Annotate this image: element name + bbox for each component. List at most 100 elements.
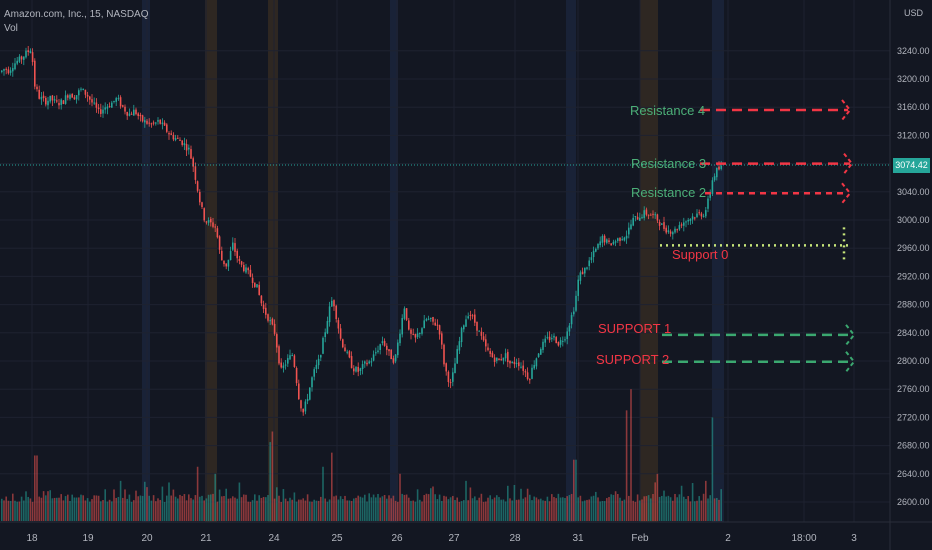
price-tick-label: 2840.00 [897,328,930,338]
volume-bar [56,497,58,521]
price-axis[interactable]: 2600.00 2640.00 2680.00 2720.00 2760.00 2800.… [889,0,930,550]
time-tick-label: 25 [331,533,343,544]
candle [353,368,355,372]
time-tick-label: 3 [851,533,857,544]
candle [18,56,21,62]
candle [177,137,179,139]
price-tick-label: 2880.00 [897,300,930,310]
candle [498,358,500,361]
volume-bar [207,494,210,521]
candle [634,215,637,217]
last-price-badge: 3074.42 [893,158,930,173]
candle [25,50,27,58]
volume-bar [23,500,25,521]
candle [361,364,364,369]
volume-bar [621,500,623,521]
candle [590,257,593,261]
volume-bar [240,497,243,521]
volume-bar [460,501,463,521]
candle [155,122,157,124]
volume-bar [614,491,617,521]
time-axis[interactable]: 18 19 20 21 24 25 26 27 28 31 Feb 2 18:00 3 [0,521,932,544]
candle [625,235,628,239]
candle [595,248,597,252]
grid-lines [0,0,890,522]
candle [166,124,168,132]
candle [137,113,139,116]
candle [339,328,342,339]
volume-bar [597,497,599,521]
volume-bar [410,500,412,521]
candle [293,355,296,367]
volume-bar [667,495,670,521]
volume-bar [711,417,714,521]
candle [27,50,29,53]
volume-bar [559,497,562,521]
candle [130,113,133,115]
volume-bar [192,499,194,521]
price-tick-label: 2680.00 [897,441,930,451]
volume-bar [568,495,571,521]
volume-bar [1,498,3,521]
candle [559,340,562,345]
candle [454,363,456,374]
volume-bar [262,496,265,521]
volume-bar [566,496,568,521]
volume-bar [471,498,474,521]
price-tick-label: 2600.00 [897,497,930,507]
volume-bar [425,493,428,521]
volume-bar [214,473,216,521]
volume-bar [476,500,478,521]
volume-bar [691,483,694,521]
price-tick-label: 3200.00 [897,74,930,84]
volume-bar [148,495,150,521]
candle [533,365,535,369]
candle [718,166,720,170]
volume-bar [458,501,461,521]
candle [315,364,318,369]
candle [7,69,10,74]
level-label: Resistance 4 [630,103,705,118]
currency-unit[interactable]: USD [904,8,924,18]
support-resistance-levels[interactable]: Resistance 4 Resistance 3 Resistance 2 Supp… [596,99,856,373]
candle [80,88,82,90]
volume-bar [236,498,238,521]
candle [133,109,135,116]
candle [716,167,718,178]
candle [392,358,395,363]
candle [75,95,78,100]
volume-bar [249,501,252,521]
candle [207,219,210,223]
volume-bar [474,496,476,521]
candle [117,98,120,100]
session-band [640,0,658,522]
candle [463,325,465,330]
volume-bar [203,500,205,521]
candle [410,329,412,334]
volume-bar [229,498,232,521]
candle [295,367,298,384]
candle [370,361,373,363]
candle [168,133,170,135]
volume-bar [53,497,56,521]
candle [680,224,683,226]
candle [621,239,623,241]
volume-bar [401,493,403,521]
candle [251,277,254,284]
volume-bar [331,452,333,521]
candle [93,102,95,104]
volume-bar [159,499,161,521]
candle [412,333,414,335]
volume-bar [570,493,573,521]
time-tick-label: 28 [509,533,521,544]
volume-bar [590,496,593,521]
level-label: Resistance 3 [631,156,706,171]
candle [216,228,219,238]
volume-bar [265,497,267,521]
volume-bar [284,498,287,521]
level-label: SUPPORT 2 [596,352,669,367]
volume-bar [608,497,610,521]
volume-bar [524,497,527,521]
volume-bar [157,498,159,521]
